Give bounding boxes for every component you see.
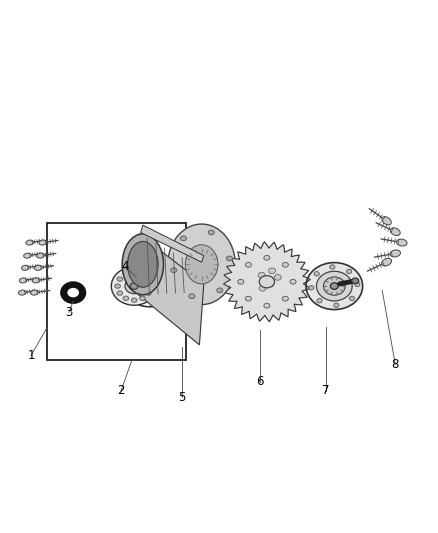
Ellipse shape [122,234,163,295]
Ellipse shape [123,296,129,301]
Ellipse shape [306,263,363,310]
Ellipse shape [140,296,145,301]
Ellipse shape [390,228,400,236]
Text: 5: 5 [178,391,186,403]
Ellipse shape [117,277,123,281]
Ellipse shape [168,224,235,304]
Ellipse shape [131,298,137,302]
Ellipse shape [180,236,187,241]
Text: 3: 3 [65,306,73,319]
Ellipse shape [259,286,266,291]
Ellipse shape [18,290,26,295]
Ellipse shape [330,283,338,289]
Polygon shape [141,225,204,262]
Text: 6: 6 [257,375,264,389]
Ellipse shape [226,256,233,261]
Ellipse shape [189,294,195,298]
Ellipse shape [245,262,251,267]
Ellipse shape [334,303,339,308]
Polygon shape [223,242,311,322]
Ellipse shape [283,296,288,301]
Ellipse shape [352,278,359,284]
Ellipse shape [35,265,42,270]
Ellipse shape [390,250,400,257]
Ellipse shape [24,253,31,258]
Text: 4: 4 [122,260,129,273]
Ellipse shape [145,277,151,281]
Ellipse shape [355,282,360,287]
Text: 1: 1 [27,349,35,362]
Ellipse shape [382,217,391,225]
Ellipse shape [317,271,352,301]
Ellipse shape [350,296,355,301]
Ellipse shape [130,283,138,289]
Ellipse shape [396,239,407,246]
Ellipse shape [330,265,335,269]
Ellipse shape [148,284,153,288]
Ellipse shape [274,274,281,280]
Ellipse shape [309,286,314,290]
Ellipse shape [264,255,270,260]
Ellipse shape [317,298,322,303]
Ellipse shape [145,291,151,295]
Ellipse shape [21,265,29,270]
Text: 7: 7 [322,384,329,397]
Ellipse shape [258,272,265,278]
Ellipse shape [185,245,218,284]
Ellipse shape [323,277,345,295]
Polygon shape [47,223,186,360]
Ellipse shape [171,268,177,272]
Ellipse shape [125,278,143,294]
Text: 2: 2 [117,384,125,397]
Polygon shape [138,234,204,345]
Ellipse shape [32,278,40,283]
Ellipse shape [245,296,251,301]
Text: 8: 8 [392,358,399,371]
Ellipse shape [115,284,120,288]
Ellipse shape [283,262,288,267]
Ellipse shape [290,279,296,284]
Ellipse shape [123,272,129,276]
Ellipse shape [264,303,270,308]
Ellipse shape [19,278,27,283]
Ellipse shape [314,272,319,276]
Ellipse shape [346,269,352,273]
Ellipse shape [39,240,46,245]
Ellipse shape [37,253,44,258]
Ellipse shape [208,230,214,235]
Ellipse shape [267,281,274,287]
Ellipse shape [127,241,158,287]
Ellipse shape [111,267,157,305]
Ellipse shape [259,276,275,288]
Ellipse shape [62,283,85,302]
Ellipse shape [238,279,244,284]
Ellipse shape [131,270,137,274]
Ellipse shape [381,259,392,266]
Ellipse shape [26,240,33,245]
Ellipse shape [140,272,145,276]
Ellipse shape [117,291,123,295]
Ellipse shape [31,290,38,295]
Ellipse shape [268,268,276,273]
Ellipse shape [67,287,80,298]
Ellipse shape [217,288,223,293]
